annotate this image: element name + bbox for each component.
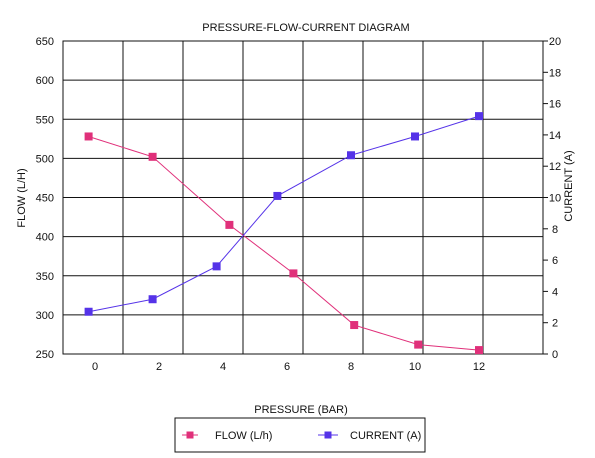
y-right-tick-label: 18: [549, 67, 561, 79]
current-series-line: [88, 115, 480, 313]
legend-flow-label: FLOW (L/h): [215, 430, 272, 442]
legend: FLOW (L/h) CURRENT (A): [174, 417, 426, 453]
y-left-tick-label: 600: [36, 75, 54, 87]
current-data-point: [84, 307, 93, 316]
x-tick-label: 4: [220, 361, 226, 373]
x-tick-label: 8: [348, 361, 354, 373]
legend-current-label: CURRENT (A): [350, 430, 421, 442]
current-data-point: [148, 295, 157, 304]
y-right-tick-label: 16: [549, 99, 561, 111]
flow-series-line: [88, 135, 480, 351]
flow-data-point: [225, 220, 234, 229]
current-data-point: [475, 112, 483, 121]
y-right-tick-label: 12: [549, 161, 561, 173]
y-left-tick-label: 650: [36, 36, 54, 48]
y-right-tick-label: 20: [549, 36, 561, 48]
y-left-tick-label: 250: [36, 349, 54, 361]
chart-title: PRESSURE-FLOW-CURRENT DIAGRAM: [202, 22, 409, 34]
current-data-point: [273, 191, 282, 200]
flow-data-point: [475, 346, 483, 355]
y-right-tick-label: 8: [552, 224, 558, 236]
y-axis-left-label: FLOW (L/H): [16, 168, 28, 227]
axis-ticks: 250 300 350 400 450 500 550 600 650 0 2 4 6 8 10 12 14 16…: [36, 36, 561, 373]
y-right-tick-label: 0: [552, 349, 558, 361]
legend-flow-marker: [186, 431, 194, 439]
current-data-point: [411, 132, 419, 141]
grid: [63, 41, 543, 354]
current-data-point: [212, 262, 221, 271]
y-axis-right-label: CURRENT (A): [563, 150, 575, 221]
flow-data-point: [148, 152, 157, 161]
legend-box: [174, 417, 426, 453]
y-right-tick-label: 14: [549, 130, 561, 142]
x-tick-label: 10: [409, 361, 421, 373]
flow-data-point: [289, 269, 298, 278]
flow-data-point: [414, 340, 423, 349]
current-data-point: [347, 151, 355, 160]
flow-data-point: [350, 321, 359, 330]
y-left-tick-label: 400: [36, 232, 54, 244]
series-layer: [84, 112, 483, 355]
y-left-tick-label: 450: [36, 193, 54, 205]
legend-current-marker: [324, 431, 332, 439]
y-right-tick-label: 10: [549, 193, 561, 205]
x-tick-label: 0: [92, 361, 98, 373]
y-left-tick-label: 300: [36, 310, 54, 322]
x-tick-label: 12: [473, 361, 485, 373]
flow-data-point: [84, 132, 93, 141]
y-left-tick-label: 550: [36, 114, 54, 126]
y-left-tick-label: 350: [36, 271, 54, 283]
x-axis-label: PRESSURE (BAR): [254, 404, 348, 416]
y-left-tick-label: 500: [36, 153, 54, 165]
y-right-tick-label: 2: [552, 318, 558, 330]
x-tick-label: 6: [284, 361, 290, 373]
y-right-tick-label: 6: [552, 255, 558, 267]
x-tick-label: 2: [156, 361, 162, 373]
y-right-tick-label: 4: [552, 286, 558, 298]
